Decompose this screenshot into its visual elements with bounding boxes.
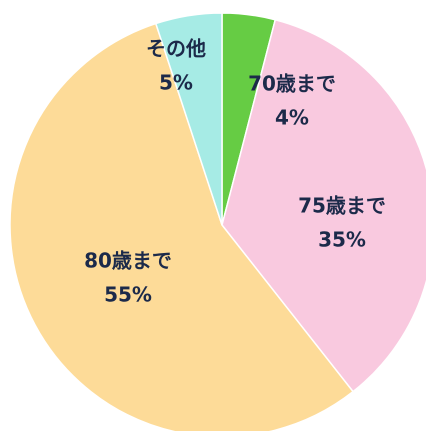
value-label: 35% xyxy=(318,228,366,252)
pie-slice xyxy=(154,12,223,226)
value-label: 55% xyxy=(104,283,152,307)
slice-label: その他 xyxy=(146,37,206,61)
slice-label: 75歳まで xyxy=(298,194,386,218)
slice-label: 80歳まで xyxy=(84,249,172,273)
pie-slice xyxy=(9,22,355,431)
value-label: 5% xyxy=(159,71,193,95)
slice-label: 70歳まで xyxy=(248,72,336,96)
value-label: 4% xyxy=(275,106,309,130)
pie-slice xyxy=(221,18,426,393)
